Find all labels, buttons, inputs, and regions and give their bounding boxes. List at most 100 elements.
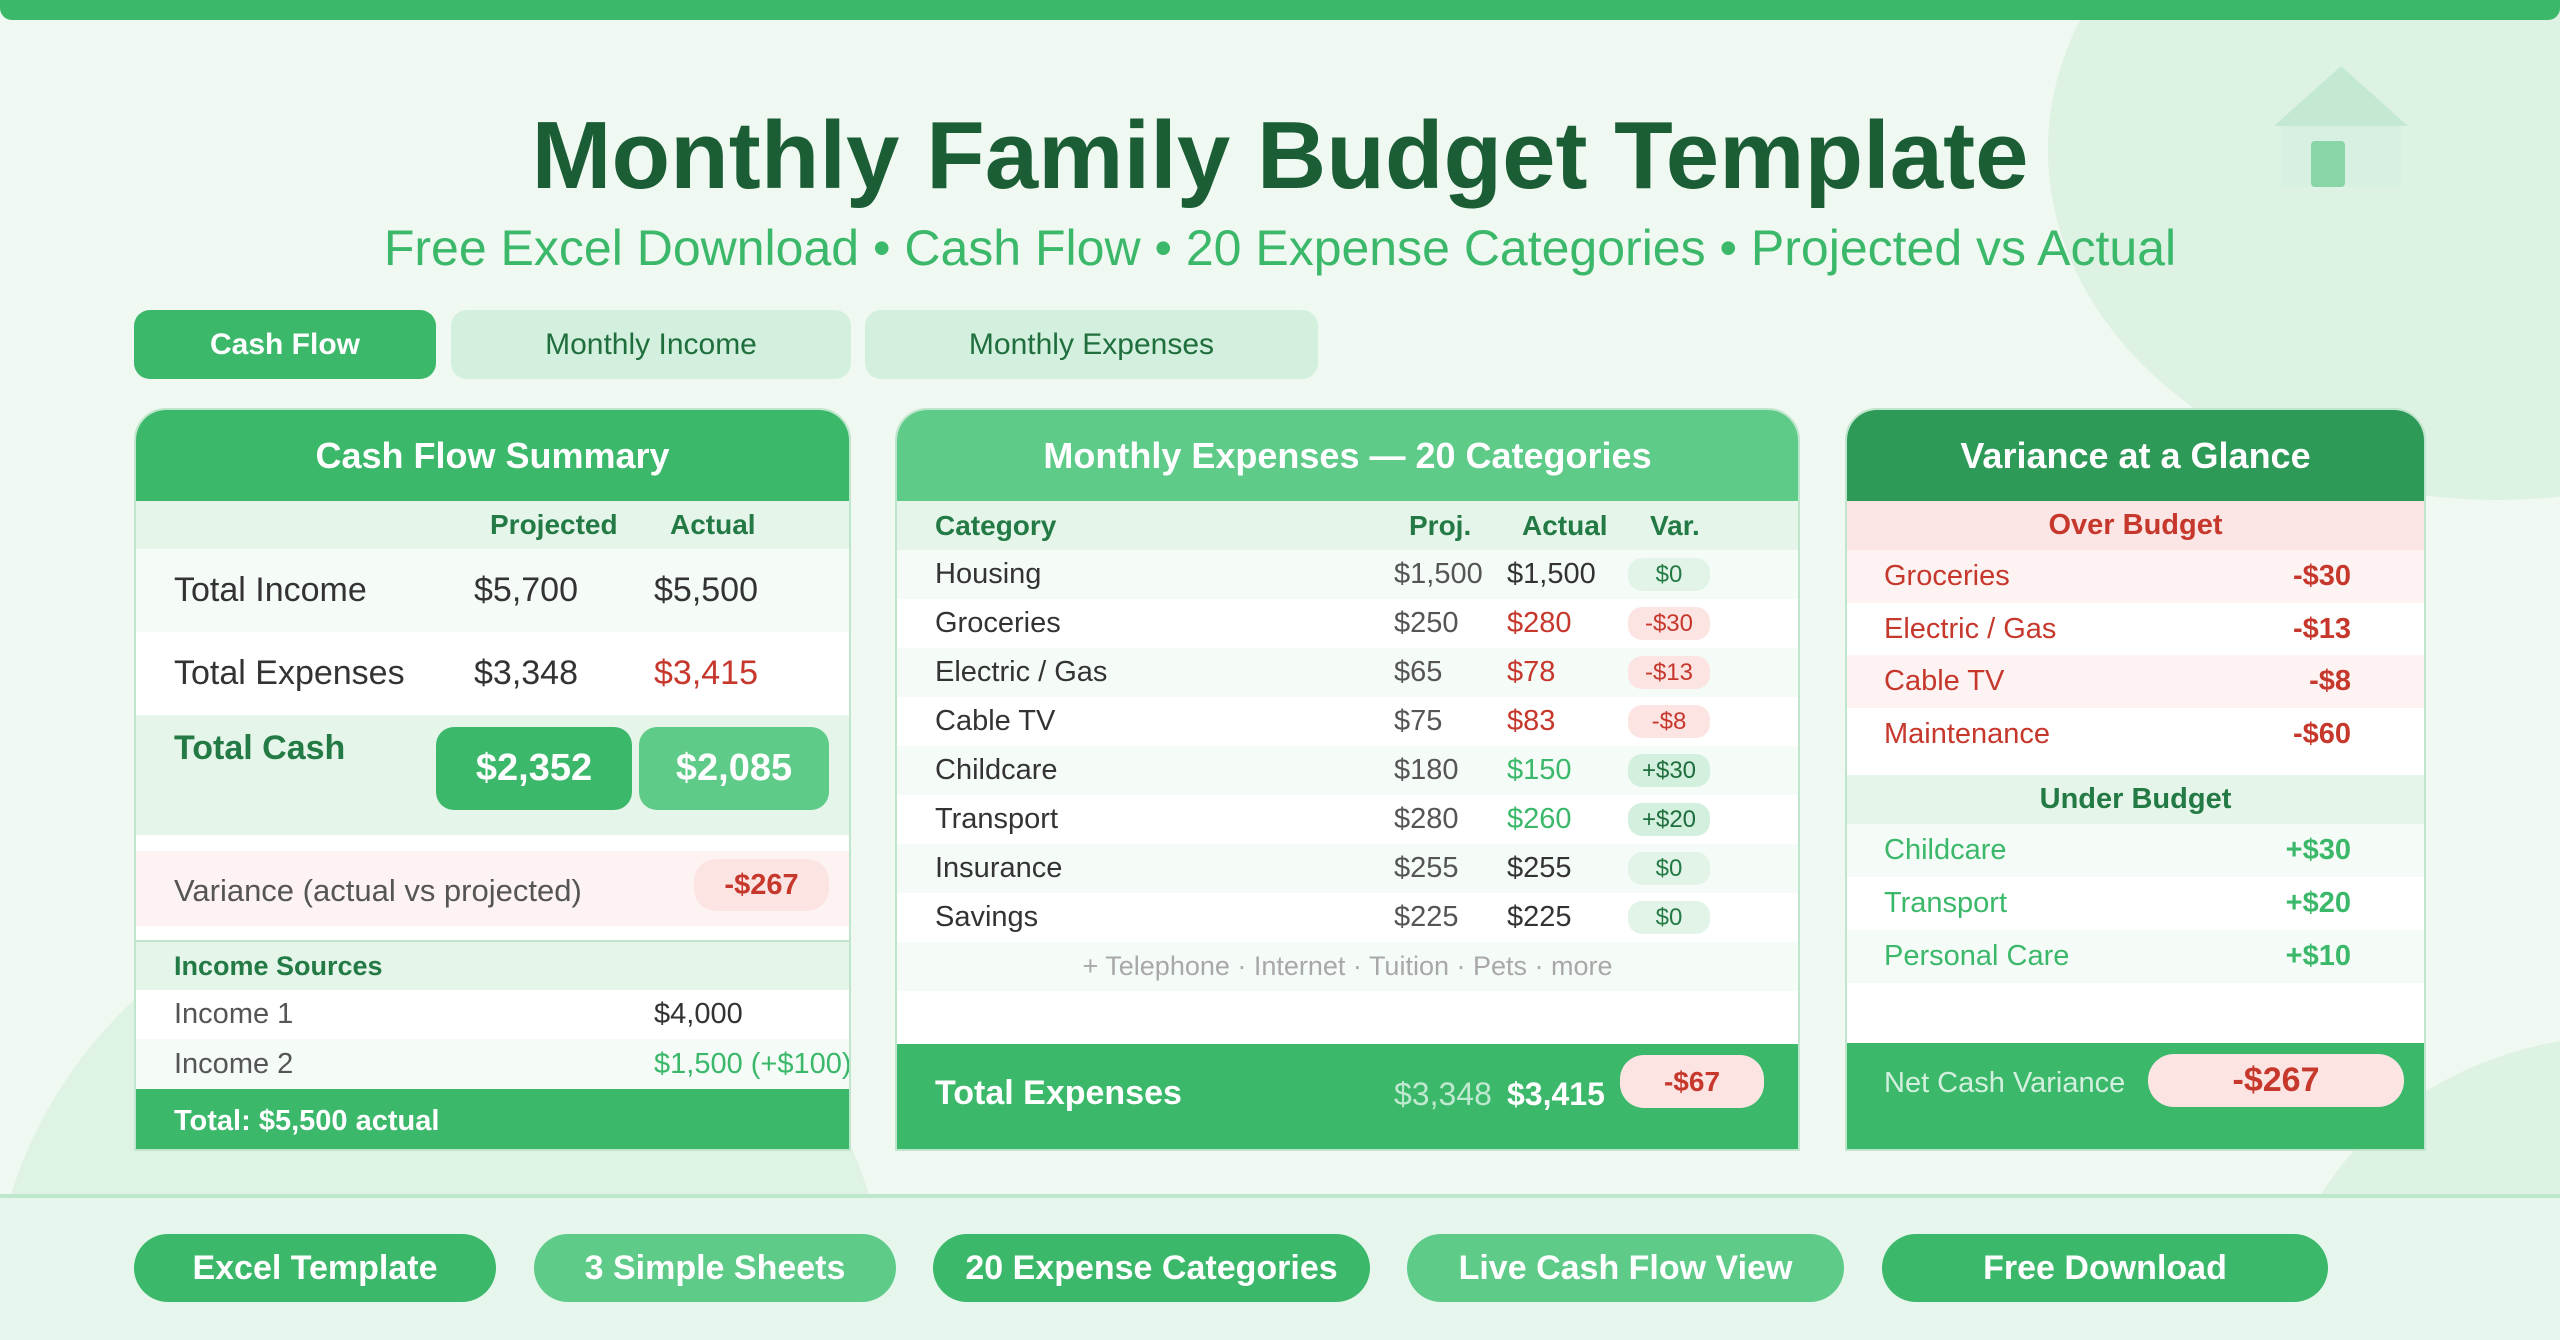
variance-badge: -$13 — [1628, 656, 1710, 689]
item-label: Maintenance — [1884, 717, 2051, 750]
feature-live-cash-flow[interactable]: Live Cash Flow View — [1407, 1234, 1844, 1302]
net-variance-footer: Net Cash Variance -$267 — [1847, 1043, 2424, 1149]
pill-value: $2,352 — [475, 747, 593, 789]
row-label: Total Cash — [174, 729, 346, 767]
house-icon — [2274, 66, 2408, 187]
item-value: +$20 — [2285, 887, 2351, 919]
panel-header: Cash Flow Summary — [136, 410, 849, 501]
panel-title: Variance at a Glance — [1960, 434, 2311, 476]
tab-label: Cash Flow — [209, 327, 360, 361]
variance-badge: +$30 — [1628, 754, 1710, 787]
actual-value: $78 — [1507, 656, 1556, 688]
row-label: Variance (actual vs projected) — [174, 873, 582, 908]
category-label: Savings — [935, 901, 1039, 933]
page-title: Monthly Family Budget Template — [531, 102, 2029, 209]
list-item: Cable TV -$8 — [1847, 655, 2424, 708]
column-header-actual: Actual — [670, 509, 756, 540]
variance-badge: $0 — [1628, 852, 1710, 885]
income-value: $4,000 — [654, 998, 743, 1030]
column-header-actual: Actual — [1522, 509, 1608, 541]
proj-value: $1,500 — [1394, 558, 1483, 590]
feature-expense-categories[interactable]: 20 Expense Categories — [933, 1234, 1370, 1302]
item-label: Cable TV — [1884, 665, 2005, 697]
footer-proj-total: $3,348 — [1394, 1076, 1492, 1112]
actual-value: $260 — [1507, 803, 1572, 835]
item-label: Personal Care — [1884, 940, 2070, 972]
actual-value: $3,415 — [654, 654, 758, 692]
list-item: Income 1 $4,000 — [136, 990, 849, 1039]
tab-monthly-income[interactable]: Monthly Income — [451, 310, 851, 379]
more-categories-row: + Telephone · Internet · Tuition · Pets … — [897, 942, 1798, 991]
proj-value: $255 — [1394, 852, 1459, 884]
proj-value: $250 — [1394, 607, 1459, 639]
income-label: Income 2 — [174, 1047, 294, 1080]
actual-value: $255 — [1507, 852, 1572, 884]
actual-value: $83 — [1507, 705, 1556, 737]
section-title: Over Budget — [2048, 509, 2223, 541]
projected-value: $3,348 — [474, 654, 578, 692]
feature-excel-template[interactable]: Excel Template — [134, 1234, 496, 1302]
table-row: Cable TV $75 $83 -$8 — [897, 697, 1798, 746]
feature-label: Free Download — [1983, 1248, 2227, 1287]
table-row: Savings $225 $225 $0 — [897, 893, 1798, 942]
panel-title: Monthly Expenses — 20 Categories — [1043, 434, 1652, 476]
list-item: Personal Care +$10 — [1847, 930, 2424, 983]
section-divider — [0, 1194, 2560, 1198]
tab-label: Monthly Income — [545, 327, 757, 361]
column-header-var: Var. — [1650, 509, 1700, 541]
variance-badge: +$20 — [1628, 803, 1710, 836]
table-row: Childcare $180 $150 +$30 — [897, 746, 1798, 795]
variance-badge: -$267 — [694, 859, 829, 911]
footer-actual-total: $3,415 — [1507, 1076, 1605, 1112]
footer-label: Total Expenses — [935, 1074, 1182, 1112]
proj-value: $65 — [1394, 656, 1443, 688]
column-header-proj: Proj. — [1409, 509, 1472, 541]
variance-glance-panel: Variance at a Glance Over Budget Groceri… — [1845, 408, 2426, 1151]
feature-label: Excel Template — [192, 1248, 438, 1287]
variance-badge: $0 — [1628, 558, 1710, 591]
tab-monthly-expenses[interactable]: Monthly Expenses — [865, 310, 1318, 379]
net-variance-badge: -$267 — [2148, 1054, 2404, 1107]
tab-cash-flow[interactable]: Cash Flow — [134, 310, 436, 379]
feature-free-download[interactable]: Free Download — [1882, 1234, 2328, 1302]
footer-label: Net Cash Variance — [1884, 1067, 2126, 1099]
list-item: Childcare +$30 — [1847, 824, 2424, 877]
income-total-footer: Total: $5,500 actual — [136, 1089, 849, 1149]
item-value: +$30 — [2285, 834, 2351, 866]
feature-label: 20 Expense Categories — [965, 1248, 1338, 1287]
category-label: Transport — [935, 803, 1059, 835]
table-row: Groceries $250 $280 -$30 — [897, 599, 1798, 648]
variance-badge: -$8 — [1628, 705, 1710, 738]
section-title: Income Sources — [174, 950, 383, 981]
list-item: Transport +$20 — [1847, 877, 2424, 930]
column-header-row: Projected Actual — [136, 501, 849, 549]
category-label: Cable TV — [935, 705, 1056, 737]
item-value: -$60 — [2292, 717, 2351, 750]
badge-value: -$267 — [2232, 1061, 2320, 1099]
table-row: Total Income $5,700 $5,500 — [136, 549, 849, 632]
feature-label: 3 Simple Sheets — [584, 1248, 846, 1287]
section-title: Under Budget — [2039, 783, 2232, 815]
table-row: Total Expenses $3,348 $3,415 — [136, 632, 849, 715]
list-item: Income 2 $1,500 (+$100) — [136, 1039, 849, 1089]
proj-value: $180 — [1394, 754, 1459, 786]
panel-header: Monthly Expenses — 20 Categories — [897, 410, 1798, 501]
actual-value: $5,500 — [654, 571, 758, 609]
total-cash-projected: $2,352 — [436, 727, 632, 810]
category-label: Electric / Gas — [935, 656, 1108, 688]
item-label: Childcare — [1884, 834, 2007, 866]
total-cash-row: Total Cash $2,352 $2,085 — [136, 715, 849, 835]
item-value: -$8 — [2309, 665, 2351, 697]
income-sources-header: Income Sources — [136, 942, 849, 990]
actual-value: $150 — [1507, 754, 1572, 786]
feature-simple-sheets[interactable]: 3 Simple Sheets — [534, 1234, 896, 1302]
table-row: Electric / Gas $65 $78 -$13 — [897, 648, 1798, 697]
feature-label: Live Cash Flow View — [1458, 1248, 1793, 1287]
item-value: -$30 — [2292, 560, 2351, 592]
proj-value: $280 — [1394, 803, 1459, 835]
badge-value: -$67 — [1663, 1065, 1721, 1097]
expenses-total-footer: Total Expenses $3,348 $3,415 -$67 — [897, 1044, 1798, 1149]
income-total: Total: $5,500 actual — [174, 1104, 440, 1137]
panel-title: Cash Flow Summary — [315, 434, 670, 476]
list-item: Electric / Gas -$13 — [1847, 603, 2424, 655]
